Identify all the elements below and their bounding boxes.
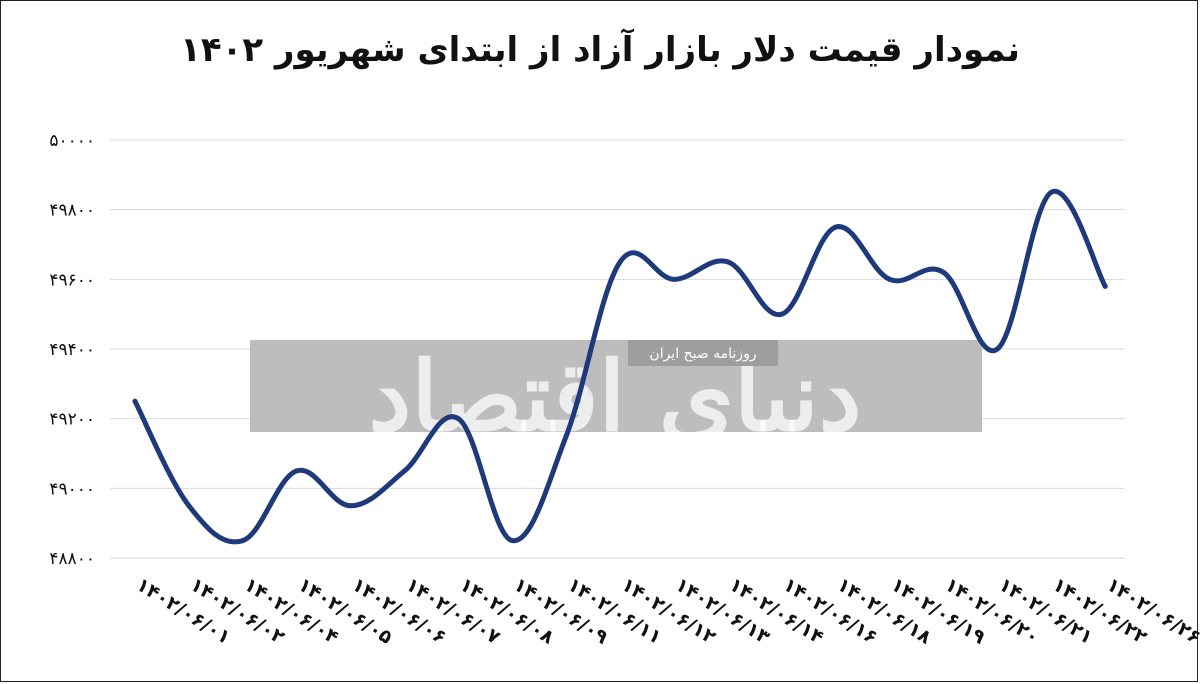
y-tick-label: ۴۹۶۰۰	[49, 270, 95, 290]
data-point	[402, 468, 407, 474]
data-points	[132, 189, 1108, 544]
data-point	[563, 433, 569, 439]
watermark-subtext-box	[628, 340, 778, 366]
data-point	[348, 503, 354, 509]
y-axis-ticks: ۴۸۸۰۰ ۴۹۰۰۰ ۴۹۲۰۰ ۴۹۴۰۰ ۴۹۶۰۰ ۴۹۸۰۰ ۵۰۰۰۰	[49, 131, 95, 569]
watermark: دنیای اقتصاد روزنامه صبح ایران	[250, 340, 982, 453]
data-point	[833, 224, 839, 230]
data-point	[617, 259, 623, 265]
y-tick-label: ۴۹۸۰۰	[49, 201, 95, 221]
y-tick-label: ۴۹۴۰۰	[49, 340, 95, 360]
y-tick-label: ۴۹۲۰۰	[49, 410, 95, 430]
data-point	[294, 468, 300, 474]
data-point	[132, 398, 138, 404]
watermark-subtext: روزنامه صبح ایران	[649, 346, 756, 362]
chart-title: نمودار قیمت دلار بازار آزاد از ابتدای شه…	[180, 30, 1020, 70]
data-point	[1102, 283, 1108, 289]
data-point	[779, 311, 785, 317]
data-point	[186, 503, 192, 509]
y-tick-label: ۴۹۰۰۰	[49, 479, 95, 499]
data-point	[509, 538, 515, 544]
data-point	[725, 259, 731, 265]
data-point	[455, 416, 461, 422]
watermark-band	[250, 340, 982, 432]
data-point	[1048, 189, 1054, 195]
y-tick-label: ۵۰۰۰۰	[49, 131, 95, 151]
data-point	[994, 346, 1000, 352]
data-point	[887, 276, 893, 282]
data-point	[671, 276, 677, 282]
watermark-logo-text: دنیای اقتصاد	[368, 340, 861, 453]
data-point	[240, 538, 246, 544]
data-point	[941, 269, 946, 275]
x-axis-ticks: ۱۴۰۲/۰۶/۰۱۱۴۰۲/۰۶/۰۲۱۴۰۲/۰۶/۰۴۱۴۰۲/۰۶/۰۵…	[132, 574, 1200, 649]
y-tick-label: ۴۸۸۰۰	[49, 549, 95, 569]
